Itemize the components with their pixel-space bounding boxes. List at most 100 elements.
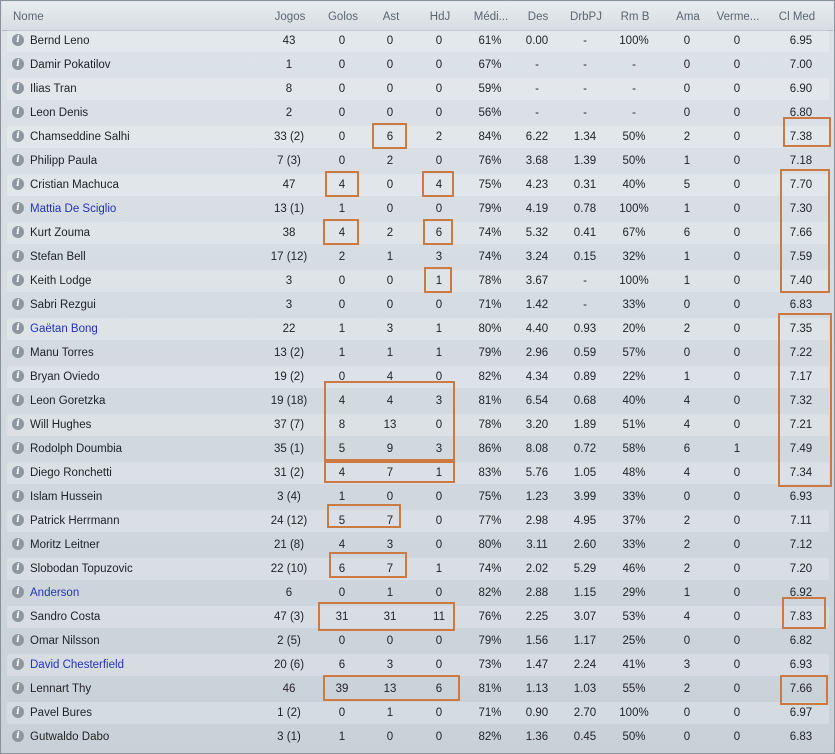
player-name[interactable]: Bryan Oviedo [30,371,100,383]
info-icon[interactable]: i [12,466,24,478]
table-row[interactable]: i Leon Denis 2 0 0 0 56% - - - 0 0 6.80 [7,102,829,124]
player-name[interactable]: Pavel Bures [30,707,93,719]
info-icon[interactable]: i [12,346,24,358]
table-row[interactable]: i Kurt Zouma 38 4 2 6 74% 5.32 0.41 67% 6 0 7.66 [7,222,829,244]
player-name[interactable]: Will Hughes [30,419,92,431]
player-name[interactable]: Slobodan Topuzovic [30,563,133,575]
table-row[interactable]: i David Chesterfield 20 (6) 6 3 0 73% 1.47 2.24 4… [7,654,829,676]
table-row[interactable]: i Ilias Tran 8 0 0 0 59% - - - 0 0 6.90 [7,78,829,100]
table-row[interactable]: i Omar Nilsson 2 (5) 0 0 0 79% 1.56 1.17 25% 0 0 6.8… [7,630,829,652]
player-name[interactable]: Sandro Costa [30,611,101,623]
info-icon[interactable]: i [12,586,24,598]
player-name[interactable]: Ilias Tran [30,83,77,95]
player-name[interactable]: David Chesterfield [30,659,124,671]
info-icon[interactable]: i [12,730,24,742]
col-header-media[interactable]: Médi... [473,11,509,23]
table-row[interactable]: i Bernd Leno 43 0 0 0 61% 0.00 - 100% 0 0 6.95 [7,30,829,52]
table-row[interactable]: i Philipp Paula 7 (3) 0 2 0 76% 3.68 1.39 50% 1 0 7.… [7,150,829,172]
table-row[interactable]: i Cristian Machuca 47 4 0 4 75% 4.23 0.31 40% 5 0 7.… [7,174,829,196]
player-name[interactable]: Diego Ronchetti [30,467,112,479]
col-header-des[interactable]: Des [527,11,549,23]
table-row[interactable]: i Will Hughes 37 (7) 8 13 0 78% 3.20 1.89 51% 4 0 7.… [7,414,829,436]
player-name[interactable]: Leon Denis [30,107,89,119]
table-row[interactable]: i Patrick Herrmann 24 (12) 5 7 0 77% 2.98 4.95 37… [7,510,829,532]
player-name[interactable]: Bernd Leno [30,35,90,47]
info-icon[interactable]: i [12,442,24,454]
table-row[interactable]: i Stefan Bell 17 (12) 2 1 3 74% 3.24 0.15 32% 1 0 7.… [7,246,829,268]
info-icon[interactable]: i [12,706,24,718]
table-row[interactable]: i Lennart Thy 46 39 13 6 81% 1.13 1.03 55% 2 0 7.66 [7,678,829,700]
table-row[interactable]: i Islam Hussein 3 (4) 1 0 0 75% 1.23 3.99 33% 0 0 6.… [7,486,829,508]
info-icon[interactable]: i [12,682,24,694]
info-icon[interactable]: i [12,322,24,334]
info-icon[interactable]: i [12,202,24,214]
player-name[interactable]: Keith Lodge [30,275,92,287]
info-icon[interactable]: i [12,514,24,526]
player-name[interactable]: Lennart Thy [30,683,92,695]
table-row[interactable]: i Sabri Rezgui 3 0 0 0 71% 1.42 - 33% 0 0 6.83 [7,294,829,316]
info-icon[interactable]: i [12,658,24,670]
table-row[interactable]: i Keith Lodge 3 0 0 1 78% 3.67 - 100% 1 0 7.40 [7,270,829,292]
player-name[interactable]: Omar Nilsson [30,635,100,647]
table-row[interactable]: i Bryan Oviedo 19 (2) 0 4 0 82% 4.34 0.89 22% 1 0 7.… [7,366,829,388]
info-icon[interactable]: i [12,562,24,574]
player-name[interactable]: Philipp Paula [30,155,98,167]
player-name[interactable]: Islam Hussein [30,491,103,503]
player-name[interactable]: Sabri Rezgui [30,299,96,311]
player-name[interactable]: Mattia De Sciglio [30,203,117,215]
col-header-ast[interactable]: Ast [382,11,400,23]
player-name[interactable]: Damir Pokatilov [30,59,111,71]
table-row[interactable]: i Sandro Costa 47 (3) 31 31 11 76% 2.25 3.07 53% 4… [7,606,829,628]
info-icon[interactable]: i [12,154,24,166]
info-icon[interactable]: i [12,538,24,550]
player-name[interactable]: Manu Torres [30,347,94,359]
info-icon[interactable]: i [12,226,24,238]
player-name[interactable]: Moritz Leitner [30,539,100,551]
player-name[interactable]: Chamseddine Salhi [30,131,130,143]
player-name[interactable]: Cristian Machuca [30,179,119,191]
info-icon[interactable]: i [12,490,24,502]
table-row[interactable]: i Pavel Bures 1 (2) 0 1 0 71% 0.90 2.70 100% 0 0 6.9… [7,702,829,724]
info-icon[interactable]: i [12,250,24,262]
col-header-ama[interactable]: Ama [676,11,700,23]
col-header-nome[interactable]: Nome [13,11,44,23]
col-header-vermelhos[interactable]: Verme... [716,11,760,23]
info-icon[interactable]: i [12,178,24,190]
info-icon[interactable]: i [12,130,24,142]
table-row[interactable]: i Leon Goretzka 19 (18) 4 4 3 81% 6.54 0.68 40% 4 0… [7,390,829,412]
table-row[interactable]: i Damir Pokatilov 1 0 0 0 67% - - - 0 0 7.00 [7,54,829,76]
player-name[interactable]: Patrick Herrmann [30,515,120,527]
table-row[interactable]: i Manu Torres 13 (2) 1 1 1 79% 2.96 0.59 57% 0 0 7.2… [7,342,829,364]
player-name[interactable]: Kurt Zouma [30,227,91,239]
info-icon[interactable]: i [12,106,24,118]
info-icon[interactable]: i [12,298,24,310]
info-icon[interactable]: i [12,610,24,622]
table-row[interactable]: i Moritz Leitner 21 (8) 4 3 0 80% 3.11 2.60 33% 2 0… [7,534,829,556]
player-name[interactable]: Stefan Bell [30,251,86,263]
info-icon[interactable]: i [12,634,24,646]
col-header-rmb[interactable]: Rm B [620,11,650,23]
player-name[interactable]: Rodolph Doumbia [30,443,123,455]
info-icon[interactable]: i [12,370,24,382]
table-row[interactable]: i Mattia De Sciglio 13 (1) 1 0 0 79% 4.19 0.78 10… [7,198,829,220]
col-header-hdj[interactable]: HdJ [429,11,451,23]
table-row[interactable]: i Slobodan Topuzovic 22 (10) 6 7 1 74% 2.02 5.29… [7,558,829,580]
col-header-drbpj[interactable]: DrbPJ [570,11,602,23]
col-header-clmed[interactable]: Cl Med [778,11,816,23]
table-row[interactable]: i Anderson 6 0 1 0 82% 2.88 1.15 29% 1 0 6.92 [7,582,829,604]
info-icon[interactable]: i [12,418,24,430]
info-icon[interactable]: i [12,58,24,70]
player-name[interactable]: Leon Goretzka [30,395,106,407]
col-header-golos[interactable]: Golos [327,11,359,23]
table-row[interactable]: i Gutwaldo Dabo 3 (1) 1 0 0 82% 1.36 0.45 50% 0 0 6.… [7,726,829,748]
player-name[interactable]: Gaëtan Bong [30,323,98,335]
table-row[interactable]: i Chamseddine Salhi 33 (2) 0 6 2 84% 6.22 1.34 50… [7,126,829,148]
table-row[interactable]: i Gaëtan Bong 22 1 3 1 80% 4.40 0.93 20% 2 0 7.35 [7,318,829,340]
col-header-jogos[interactable]: Jogos [274,11,306,23]
table-row[interactable]: i Diego Ronchetti 31 (2) 4 7 1 83% 5.76 1.05 48% 4… [7,462,829,484]
info-icon[interactable]: i [12,394,24,406]
info-icon[interactable]: i [12,34,24,46]
player-name[interactable]: Gutwaldo Dabo [30,731,110,743]
table-row[interactable]: i Rodolph Doumbia 35 (1) 5 9 3 86% 8.08 0.72 58% 6… [7,438,829,460]
info-icon[interactable]: i [12,274,24,286]
